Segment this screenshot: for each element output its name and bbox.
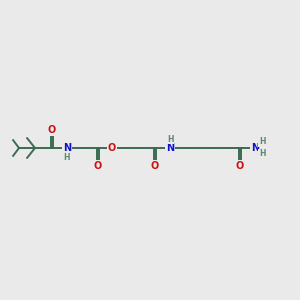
Text: O: O — [151, 161, 159, 171]
Text: O: O — [48, 125, 56, 135]
Text: N: N — [251, 143, 259, 153]
Text: H: H — [259, 137, 265, 146]
Text: N: N — [166, 143, 174, 153]
Text: O: O — [236, 161, 244, 171]
Text: O: O — [108, 143, 116, 153]
Text: H: H — [64, 152, 70, 161]
Text: O: O — [94, 161, 102, 171]
Text: H: H — [167, 134, 173, 143]
Text: N: N — [63, 143, 71, 153]
Text: H: H — [259, 149, 265, 158]
